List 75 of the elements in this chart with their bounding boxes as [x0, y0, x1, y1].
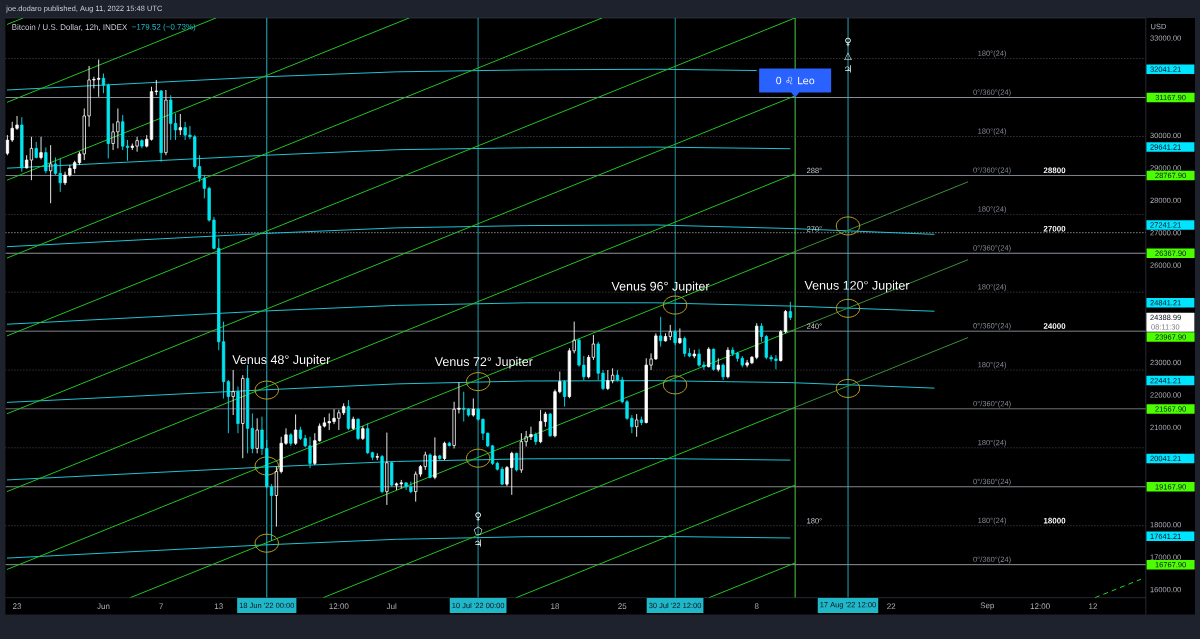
candlestick — [452, 401, 456, 449]
point — [835, 216, 861, 236]
annotation: Venus 120° Jupiter — [804, 280, 910, 293]
candlestick — [178, 113, 182, 136]
x-tick-label: Jul — [386, 603, 397, 610]
point — [254, 533, 279, 553]
candlestick — [462, 391, 466, 422]
candlestick — [58, 158, 62, 193]
x-tick-label: 8 — [754, 603, 759, 610]
x-tick-label: 12 — [1089, 603, 1097, 609]
candlestick — [759, 322, 764, 343]
candlestick — [284, 427, 288, 446]
candlestick — [29, 136, 34, 181]
candlestick — [433, 436, 437, 480]
candlestick — [457, 382, 461, 414]
candlestick — [231, 369, 235, 416]
candlestick — [548, 412, 552, 438]
text: Bitcoin / U.S. Dollar, 12h, INDEX — [12, 24, 128, 31]
x-tick-label: 25 — [618, 603, 627, 610]
annotation: △ — [844, 52, 852, 61]
text: −179.52 (−0.73%) — [132, 23, 196, 32]
candlestick — [274, 466, 279, 528]
x-tick-label: 12:00 — [1030, 603, 1050, 610]
candlestick — [668, 324, 672, 341]
point — [835, 378, 861, 398]
candlestick — [620, 376, 624, 404]
candlestick — [293, 413, 298, 446]
annotation: 27000 — [1043, 225, 1066, 232]
x-tick-label: 7 — [159, 603, 163, 609]
candlestick — [390, 461, 394, 488]
candlestick — [678, 327, 682, 345]
annotation: ♀ — [845, 37, 851, 47]
candlestick — [169, 94, 173, 141]
x-tick-label: 12:00 — [329, 603, 349, 610]
candlestick — [634, 413, 639, 438]
point — [254, 380, 279, 400]
candlestick — [409, 481, 413, 494]
candlestick — [346, 399, 351, 431]
point — [662, 295, 688, 315]
candlestick — [15, 115, 19, 131]
point — [835, 298, 861, 318]
point — [465, 372, 491, 392]
annotation: 28800 — [1043, 167, 1066, 174]
annotation: ♃ — [845, 65, 851, 73]
x-tick-label: 13 — [214, 603, 223, 610]
annotation: ⬠ — [473, 526, 483, 535]
candlestick — [788, 301, 792, 321]
annotation: ♃ — [475, 539, 481, 547]
x-tick-label: Sep — [980, 602, 995, 610]
candlestick — [44, 146, 48, 174]
annotation: 18000 — [1043, 517, 1066, 524]
candlestick — [519, 432, 524, 474]
x-tick-label: 23 — [12, 603, 22, 610]
candlestick — [39, 136, 43, 160]
candlestick — [471, 398, 475, 418]
candlestick — [538, 409, 543, 444]
x-tick-label: 22 — [887, 603, 896, 609]
point — [662, 375, 688, 395]
x-tick-label: Jun — [97, 603, 110, 609]
candlestick — [226, 379, 231, 434]
annotation: 0 ♌ Leo — [776, 76, 815, 85]
point — [465, 448, 491, 468]
candlestick — [356, 417, 360, 441]
candlestick — [164, 89, 168, 156]
candlestick — [442, 441, 447, 461]
candlestick — [10, 121, 14, 143]
candlestick — [659, 316, 663, 348]
candlestick — [562, 379, 567, 408]
candlestick — [48, 144, 53, 204]
annotation: ♀ — [475, 512, 481, 521]
annotation: 24000 — [1043, 323, 1066, 329]
x-tick-label: 18 — [551, 603, 560, 610]
annotation: Venus 96° Jupiter — [611, 281, 710, 294]
candlestick — [683, 336, 687, 358]
candlestick — [428, 452, 432, 479]
